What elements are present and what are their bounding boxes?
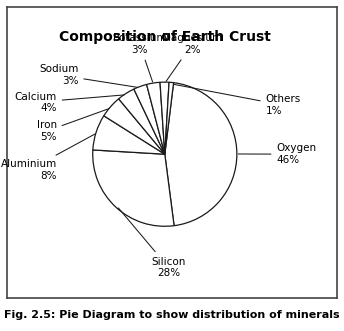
Wedge shape <box>147 82 165 154</box>
Wedge shape <box>165 83 237 226</box>
Text: Iron
5%: Iron 5% <box>36 109 109 142</box>
Wedge shape <box>93 150 174 226</box>
Text: Aluminium
8%: Aluminium 8% <box>0 134 95 181</box>
Text: Oxygen
46%: Oxygen 46% <box>238 143 316 165</box>
Text: Calcium
4%: Calcium 4% <box>14 91 124 113</box>
Wedge shape <box>119 89 165 154</box>
Text: Potassium
3%: Potassium 3% <box>113 33 166 82</box>
Text: Magnesium
2%: Magnesium 2% <box>162 33 222 81</box>
Wedge shape <box>160 82 169 154</box>
Wedge shape <box>165 82 174 154</box>
Text: Composition of Earth Crust: Composition of Earth Crust <box>59 30 271 44</box>
Text: Fig. 2.5: Pie Diagram to show distribution of minerals: Fig. 2.5: Pie Diagram to show distributi… <box>4 310 340 320</box>
Text: Sodium
3%: Sodium 3% <box>39 64 138 87</box>
Text: Silicon
28%: Silicon 28% <box>118 208 185 278</box>
Wedge shape <box>93 116 165 154</box>
Wedge shape <box>134 84 165 154</box>
Text: Others
1%: Others 1% <box>174 84 301 116</box>
Wedge shape <box>104 99 165 154</box>
